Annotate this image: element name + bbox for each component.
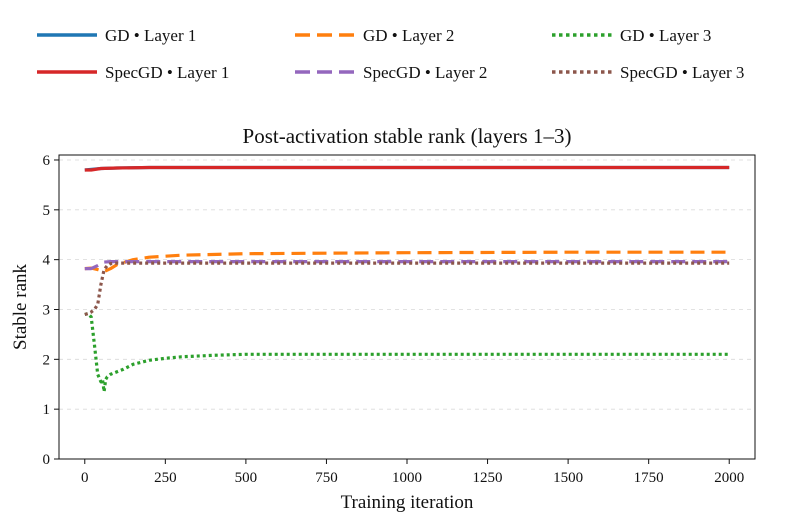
legend-label-specgd-layer-1: SpecGD • Layer 1 <box>105 63 229 82</box>
series-layer <box>84 165 730 394</box>
series-line-specgd-layer-3 <box>84 261 730 317</box>
series-line-specgd-layer-1 <box>84 165 730 172</box>
x-axis-ticks: 0 250 500 750 1000 1250 1500 1750 2000 <box>81 459 744 486</box>
x-tick-label: 1250 <box>473 470 503 486</box>
legend-label-specgd-layer-2: SpecGD • Layer 2 <box>363 63 487 82</box>
y-tick-label: 2 <box>43 352 51 368</box>
x-tick-label: 250 <box>154 470 177 486</box>
x-tick-label: 1750 <box>634 470 664 486</box>
legend-label-gd-layer-1: GD • Layer 1 <box>105 26 196 45</box>
legend-label-gd-layer-2: GD • Layer 2 <box>363 26 454 45</box>
legend-label-specgd-layer-3: SpecGD • Layer 3 <box>620 63 744 82</box>
series-line-gd-layer-3 <box>84 311 730 394</box>
y-tick-label: 5 <box>43 203 51 219</box>
grid <box>59 159 755 460</box>
x-tick-label: 750 <box>315 470 338 486</box>
y-tick-label: 3 <box>43 302 51 318</box>
y-tick-label: 6 <box>43 153 51 169</box>
x-tick-label: 0 <box>81 470 89 486</box>
legend-label-gd-layer-3: GD • Layer 3 <box>620 26 711 45</box>
y-tick-label: 4 <box>43 253 51 269</box>
x-axis-label: Training iteration <box>341 492 474 513</box>
x-tick-label: 2000 <box>714 470 744 486</box>
plot-frame <box>58 154 756 460</box>
y-tick-label: 0 <box>43 452 51 468</box>
y-axis-ticks: 0 1 2 3 4 5 6 <box>43 153 59 468</box>
y-tick-label: 1 <box>43 402 51 418</box>
chart-title: Post-activation stable rank (layers 1–3) <box>243 124 572 148</box>
x-tick-label: 500 <box>235 470 258 486</box>
y-axis-label: Stable rank <box>10 264 31 351</box>
x-tick-label: 1500 <box>553 470 583 486</box>
x-tick-label: 1000 <box>392 470 422 486</box>
legend: GD • Layer 1 GD • Layer 2 GD • Layer 3 Spec… <box>37 26 744 82</box>
